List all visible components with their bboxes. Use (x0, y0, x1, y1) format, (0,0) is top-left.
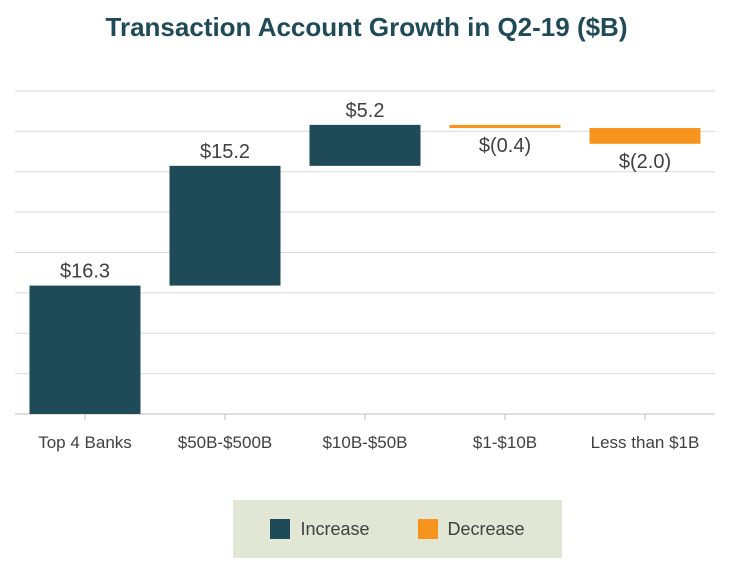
bar-10b-50b (309, 124, 421, 166)
data-label: $5.2 (346, 100, 385, 122)
category-label: $50B-$500B (178, 433, 273, 452)
data-label: $(2.0) (619, 151, 671, 173)
data-label: $(0.4) (479, 135, 531, 157)
legend: Increase Decrease (233, 500, 562, 558)
bar-less-than-1b (589, 128, 701, 144)
legend-label-decrease: Decrease (447, 518, 525, 539)
legend-label-increase: Increase (300, 518, 370, 539)
legend-swatch-increase (270, 519, 291, 539)
data-label: $15.2 (200, 141, 250, 163)
bar-1-10b (449, 124, 561, 129)
data-labels: $16.3 $15.2 $5.2 $(0.4) $(2.0) (60, 100, 671, 283)
bar-50b-500b (169, 165, 281, 286)
x-axis: Top 4 Banks $50B-$500B $10B-$50B $1-$10B Les… (38, 414, 699, 452)
data-label: $16.3 (60, 261, 110, 283)
category-label: $10B-$50B (322, 433, 407, 452)
category-label: Top 4 Banks (38, 433, 132, 452)
legend-item-decrease: Decrease (417, 518, 525, 540)
chart-title: Transaction Account Growth in Q2-19 ($B) (105, 12, 628, 42)
legend-item-increase: Increase (270, 518, 370, 540)
category-label: $1-$10B (473, 433, 537, 452)
bar-top-4-banks (29, 285, 141, 414)
bars (29, 124, 701, 414)
category-label: Less than $1B (591, 433, 700, 452)
legend-swatch-decrease (417, 519, 438, 539)
